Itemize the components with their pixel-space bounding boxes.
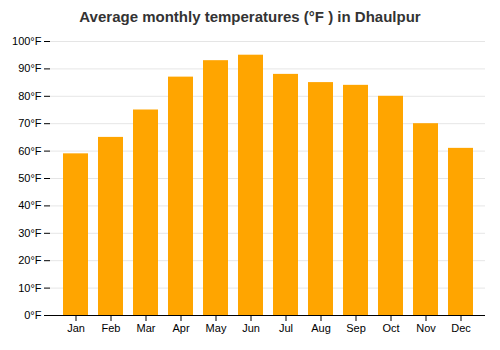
svg-text:Sep: Sep: [346, 322, 366, 334]
svg-text:Jun: Jun: [242, 322, 260, 334]
svg-text:100°F: 100°F: [12, 35, 42, 47]
svg-text:20°F: 20°F: [18, 254, 42, 266]
svg-text:90°F: 90°F: [18, 62, 42, 74]
svg-text:60°F: 60°F: [18, 145, 42, 157]
svg-text:80°F: 80°F: [18, 90, 42, 102]
svg-text:10°F: 10°F: [18, 282, 42, 294]
svg-text:70°F: 70°F: [18, 117, 42, 129]
svg-text:Aug: Aug: [311, 322, 331, 334]
svg-text:Nov: Nov: [416, 322, 436, 334]
svg-text:50°F: 50°F: [18, 172, 42, 184]
svg-text:40°F: 40°F: [18, 199, 42, 211]
svg-text:Apr: Apr: [172, 322, 189, 334]
svg-text:30°F: 30°F: [18, 227, 42, 239]
svg-text:0°F: 0°F: [24, 309, 42, 321]
svg-text:Jan: Jan: [67, 322, 85, 334]
svg-text:Feb: Feb: [102, 322, 121, 334]
svg-text:Mar: Mar: [137, 322, 156, 334]
svg-text:Oct: Oct: [382, 322, 399, 334]
svg-text:Dec: Dec: [451, 322, 471, 334]
svg-text:Jul: Jul: [279, 322, 293, 334]
html-text:Average monthly temperatures (: Average monthly temperatures (°F ) in Dh…: [79, 8, 421, 25]
svg-text:May: May: [206, 322, 227, 334]
